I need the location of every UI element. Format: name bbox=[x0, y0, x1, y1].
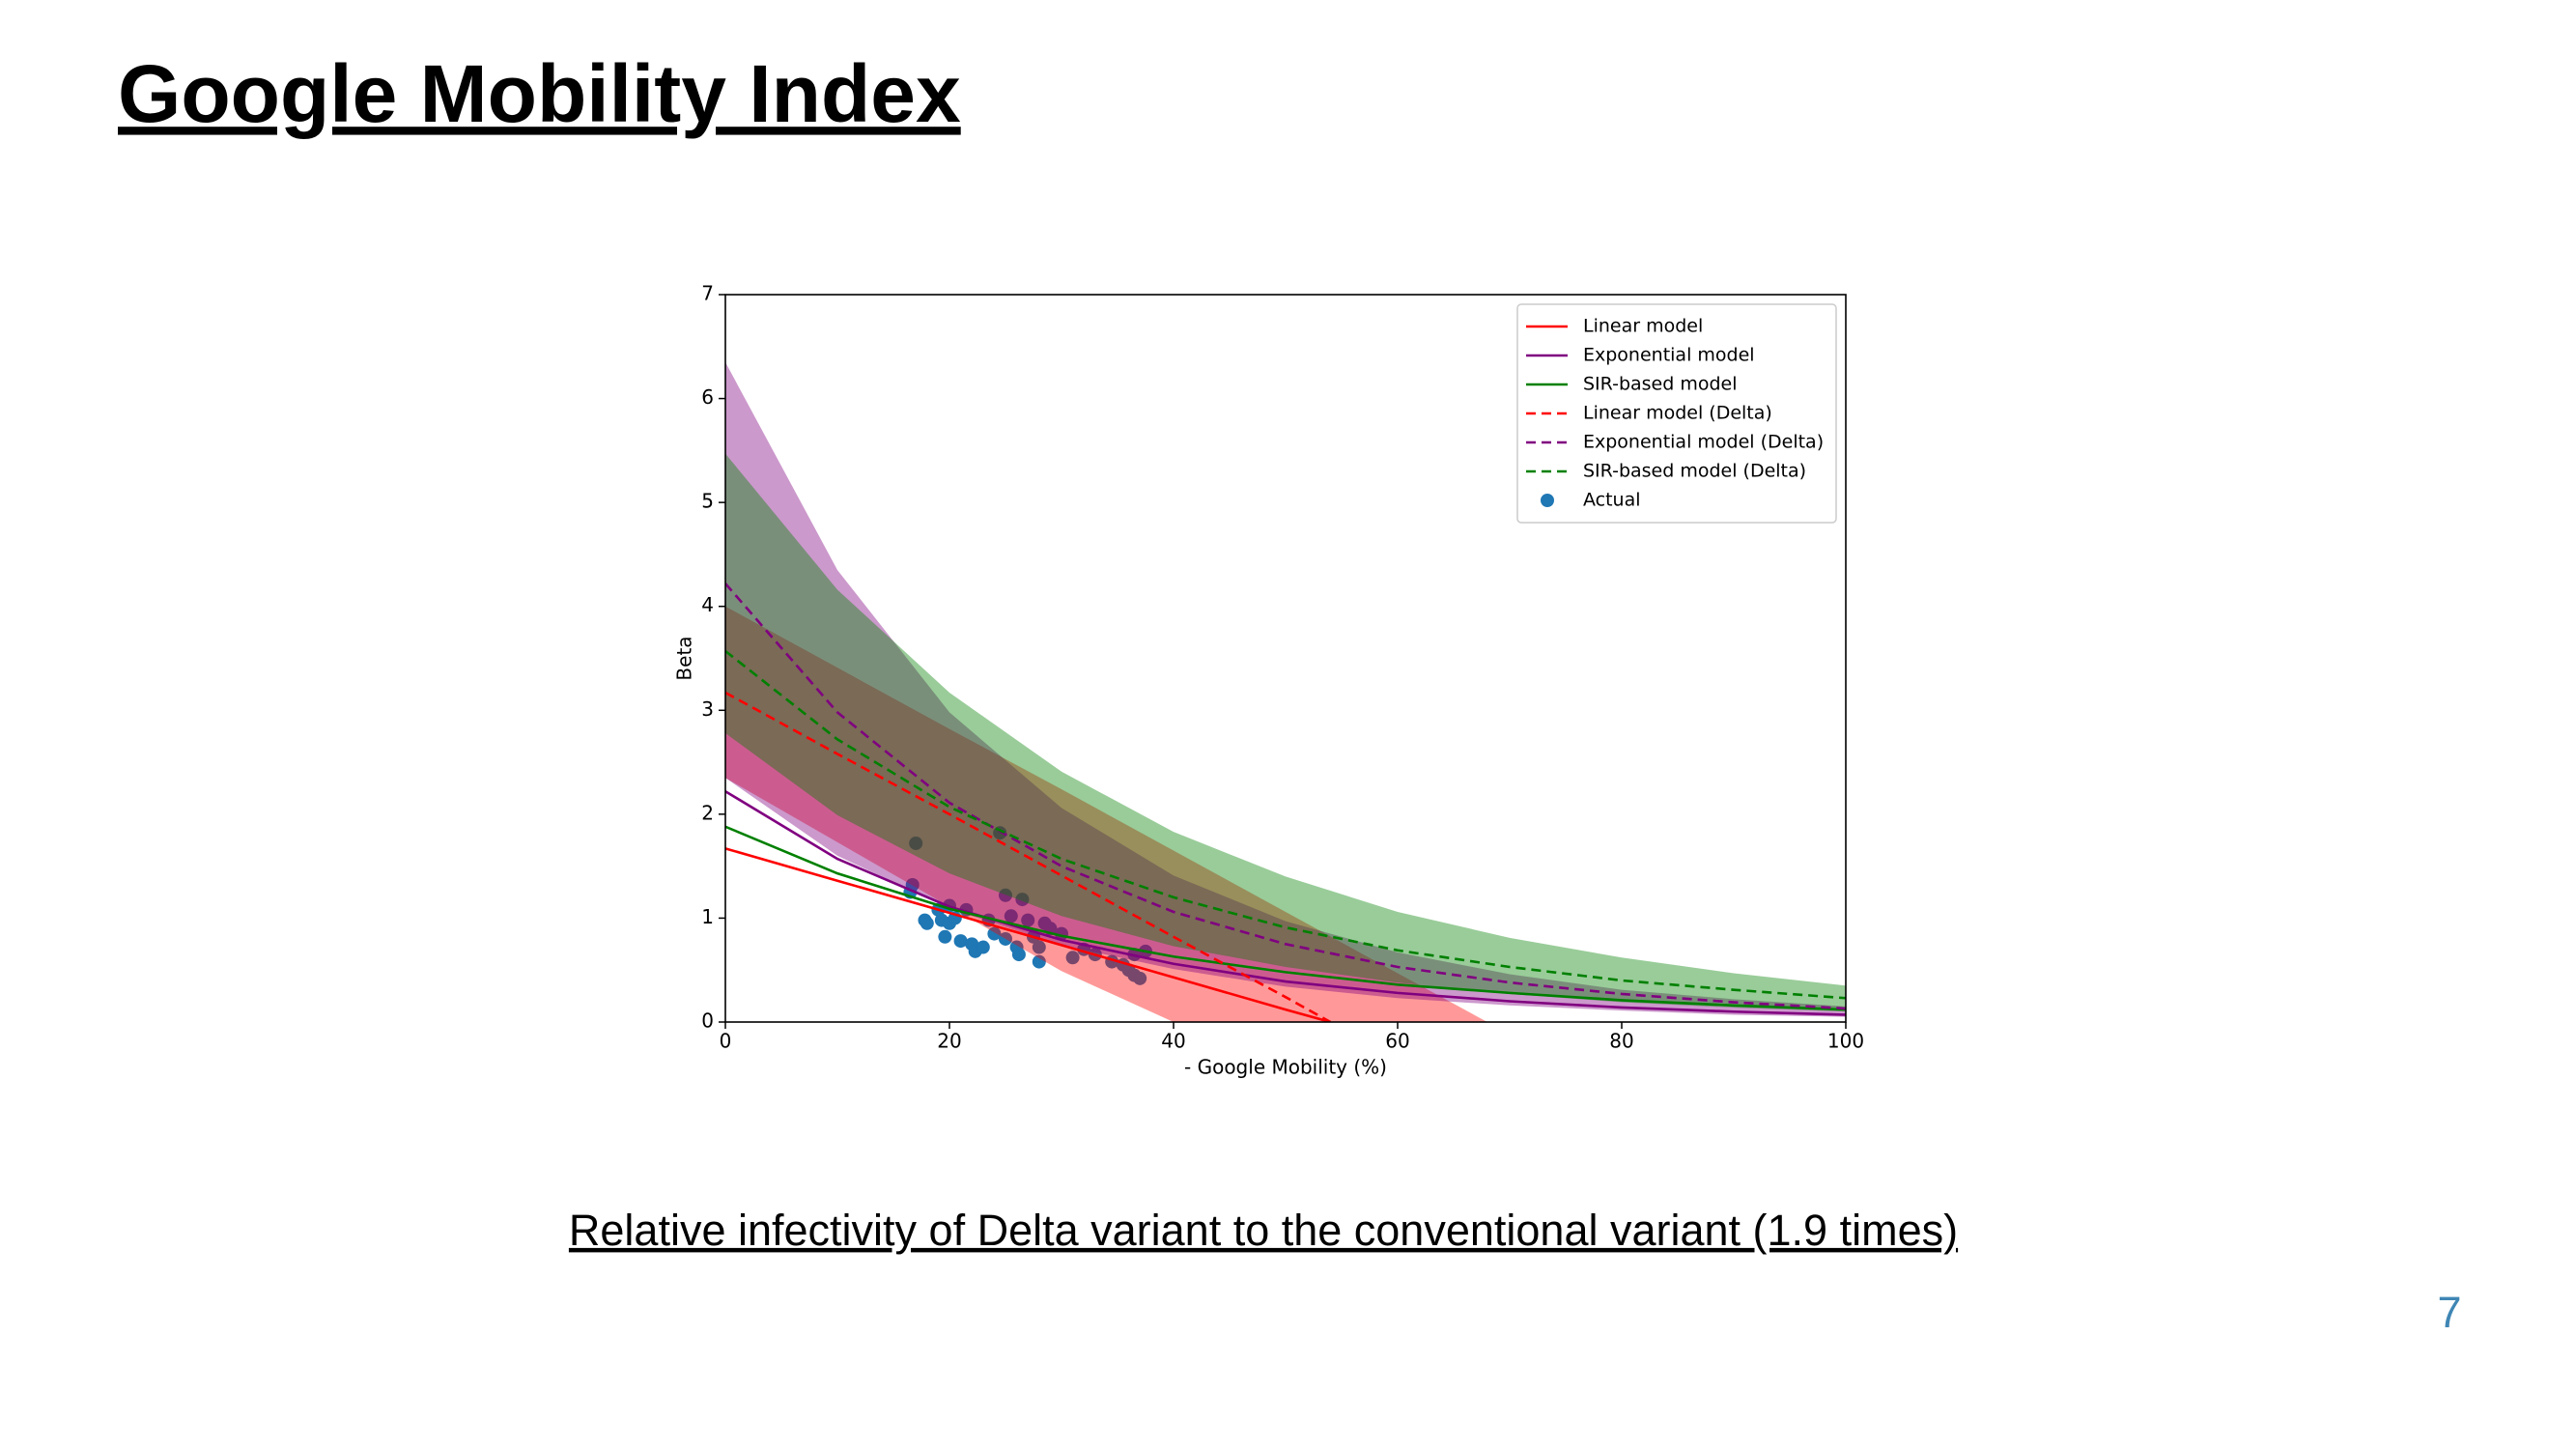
data-point bbox=[938, 929, 952, 944]
plot-frame bbox=[724, 294, 1847, 1023]
x-tick-label: 0 bbox=[720, 1030, 732, 1053]
y-tick-label: 5 bbox=[701, 490, 714, 513]
line bbox=[725, 847, 1331, 1022]
data-point bbox=[976, 940, 990, 954]
line bbox=[725, 825, 1846, 1011]
legend-marker bbox=[1541, 494, 1554, 507]
caption: Relative infectivity of Delta variant to… bbox=[569, 1206, 1958, 1255]
x-tick-label: 20 bbox=[937, 1030, 961, 1053]
legend-box bbox=[1516, 303, 1837, 524]
y-axis-label: Beta bbox=[673, 636, 696, 680]
legend-label: Linear model (Delta) bbox=[1583, 403, 1772, 424]
data-point bbox=[1004, 909, 1018, 923]
x-tick-label: 60 bbox=[1385, 1030, 1409, 1053]
data-point bbox=[1032, 940, 1046, 954]
data-point bbox=[1015, 893, 1030, 907]
y-tick-label: 6 bbox=[701, 385, 714, 409]
line bbox=[725, 691, 1332, 1022]
data-point bbox=[999, 888, 1012, 902]
data-point bbox=[920, 916, 934, 930]
legend-label: Exponential model (Delta) bbox=[1583, 432, 1824, 453]
confidence-band bbox=[725, 606, 1487, 1022]
x-tick-label: 40 bbox=[1161, 1030, 1185, 1053]
confidence-band bbox=[725, 453, 1846, 1012]
legend-label: SIR-based model (Delta) bbox=[1583, 461, 1806, 482]
slide-title: Google Mobility Index bbox=[118, 48, 961, 139]
legend-label: SIR-based model bbox=[1583, 374, 1738, 395]
y-tick-label: 2 bbox=[701, 801, 714, 824]
data-point bbox=[909, 836, 923, 850]
line bbox=[725, 582, 1846, 1010]
x-tick-label: 100 bbox=[1827, 1030, 1864, 1053]
legend-label: Exponential model bbox=[1583, 345, 1755, 366]
data-point bbox=[1065, 951, 1080, 965]
data-point bbox=[1133, 971, 1147, 985]
confidence-band bbox=[725, 361, 1846, 1017]
data-point bbox=[953, 934, 968, 949]
line bbox=[725, 790, 1846, 1016]
data-point bbox=[1032, 954, 1046, 969]
page-number: 7 bbox=[2437, 1288, 2461, 1337]
x-tick-label: 80 bbox=[1609, 1030, 1633, 1053]
y-tick-label: 4 bbox=[701, 593, 714, 616]
plot-area bbox=[725, 361, 1846, 1022]
line bbox=[725, 649, 1846, 1000]
chart: 0 20 40 60 80 100 0 1 2 3 4 5 6 7 - Google Mobility (%… bbox=[673, 282, 1865, 1079]
y-tick-label: 7 bbox=[701, 282, 714, 305]
data-point bbox=[987, 926, 1002, 941]
x-axis-label: - Google Mobility (%) bbox=[1184, 1056, 1387, 1079]
data-point bbox=[1011, 948, 1026, 962]
data-point bbox=[1021, 913, 1035, 927]
y-tick-label: 1 bbox=[701, 905, 714, 928]
legend-label: Linear model bbox=[1583, 316, 1703, 337]
data-point bbox=[999, 931, 1012, 946]
y-tick-label: 3 bbox=[701, 697, 714, 721]
y-tick-label: 0 bbox=[701, 1009, 714, 1033]
legend-label: Actual bbox=[1583, 490, 1641, 511]
